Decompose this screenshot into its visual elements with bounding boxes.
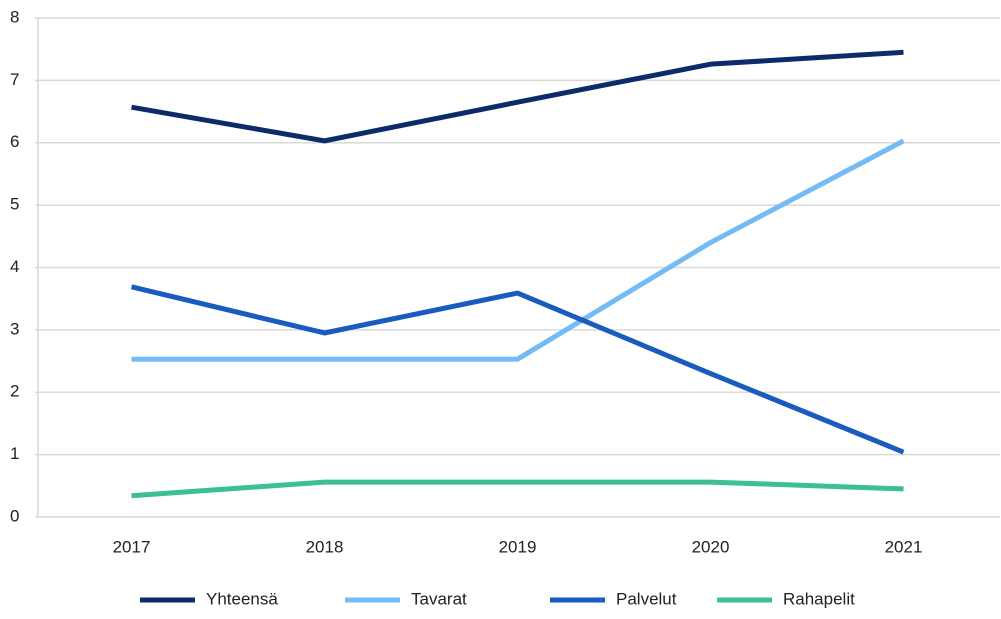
x-tick-label: 2021 [885, 537, 923, 556]
y-tick-label: 4 [10, 257, 19, 276]
y-tick-label: 8 [10, 7, 19, 26]
y-tick-label: 0 [10, 506, 19, 525]
legend-label: Palvelut [616, 589, 677, 608]
y-tick-label: 6 [10, 132, 19, 151]
y-tick-label: 2 [10, 382, 19, 401]
x-tick-label: 2018 [306, 537, 344, 556]
y-tick-label: 1 [10, 444, 19, 463]
line-series [131, 49, 904, 144]
legend-label: Yhteensä [206, 589, 278, 608]
y-tick-label: 5 [10, 195, 19, 214]
legend-label: Tavarat [411, 589, 467, 608]
y-tick-label: 7 [10, 70, 19, 89]
x-tick-label: 2017 [113, 537, 151, 556]
x-tick-label: 2020 [692, 537, 730, 556]
x-tick-label: 2019 [499, 537, 537, 556]
line-series [130, 284, 905, 455]
legend-label: Rahapelit [783, 589, 855, 608]
line-series [131, 138, 905, 362]
y-tick-label: 3 [10, 319, 19, 338]
line-series [131, 479, 904, 499]
